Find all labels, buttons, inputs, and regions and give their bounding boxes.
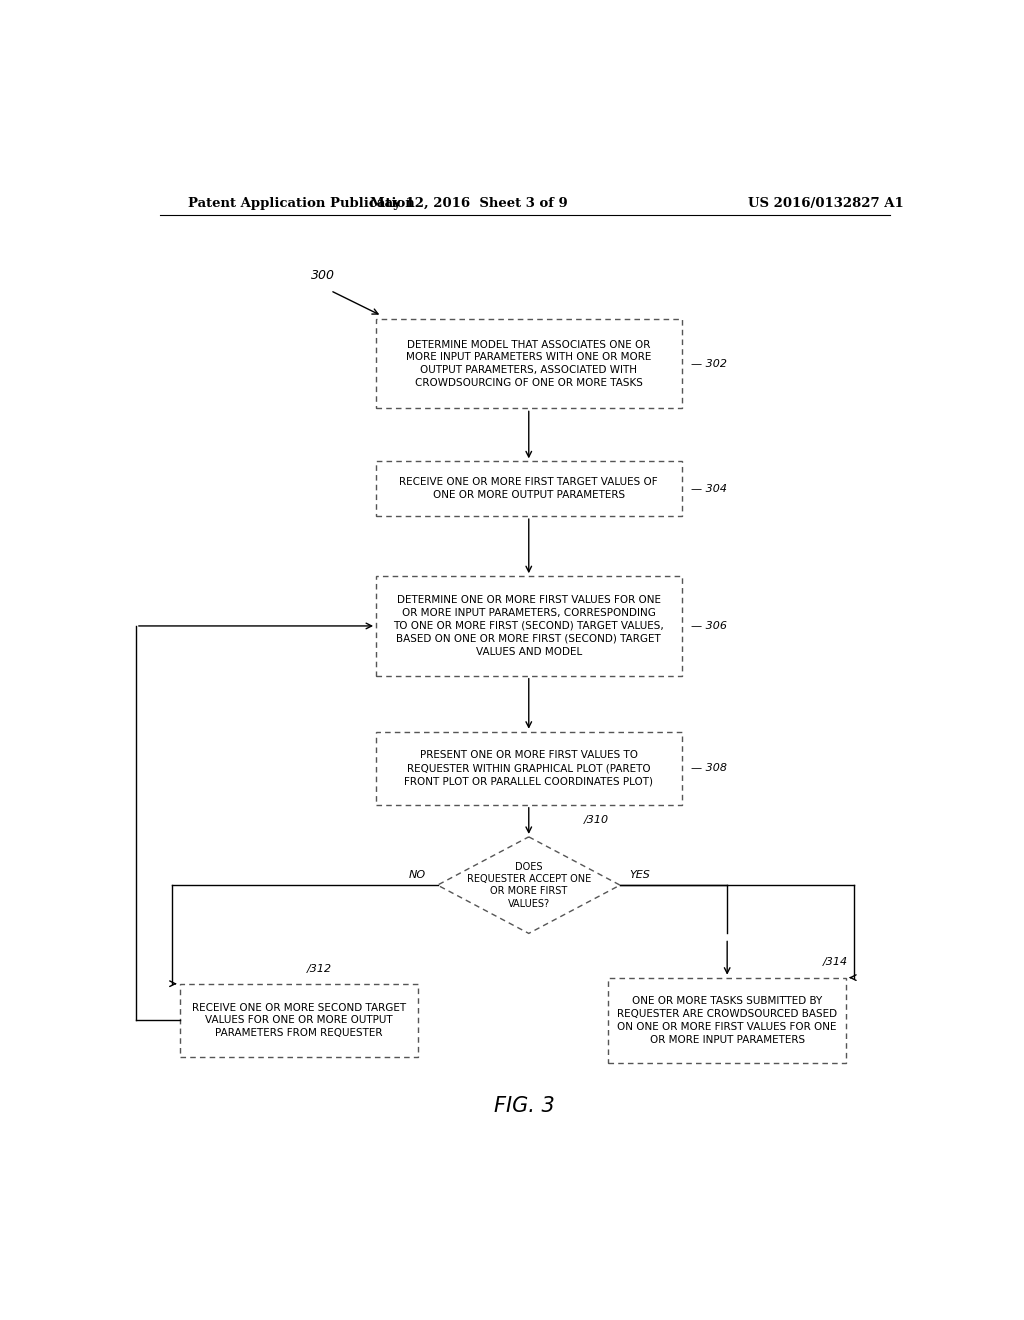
Text: DETERMINE ONE OR MORE FIRST VALUES FOR ONE
OR MORE INPUT PARAMETERS, CORRESPONDI: DETERMINE ONE OR MORE FIRST VALUES FOR O…	[393, 595, 665, 656]
FancyBboxPatch shape	[376, 731, 682, 805]
FancyBboxPatch shape	[179, 983, 418, 1057]
Text: — 302: — 302	[691, 359, 727, 368]
Text: NO: NO	[409, 870, 426, 880]
Text: /310: /310	[584, 814, 608, 825]
Text: YES: YES	[630, 870, 650, 880]
Text: — 306: — 306	[691, 620, 727, 631]
Text: ONE OR MORE TASKS SUBMITTED BY
REQUESTER ARE CROWDSOURCED BASED
ON ONE OR MORE F: ONE OR MORE TASKS SUBMITTED BY REQUESTER…	[617, 997, 838, 1044]
Text: DETERMINE MODEL THAT ASSOCIATES ONE OR
MORE INPUT PARAMETERS WITH ONE OR MORE
OU: DETERMINE MODEL THAT ASSOCIATES ONE OR M…	[407, 339, 651, 388]
Text: — 304: — 304	[691, 483, 727, 494]
FancyBboxPatch shape	[376, 319, 682, 408]
Text: May 12, 2016  Sheet 3 of 9: May 12, 2016 Sheet 3 of 9	[371, 197, 568, 210]
Text: /314: /314	[822, 957, 848, 968]
FancyBboxPatch shape	[608, 978, 846, 1063]
Text: 300: 300	[310, 269, 335, 282]
Text: — 308: — 308	[691, 763, 727, 774]
FancyBboxPatch shape	[376, 576, 682, 676]
Text: /312: /312	[306, 964, 332, 974]
Text: Patent Application Publication: Patent Application Publication	[187, 197, 415, 210]
FancyBboxPatch shape	[376, 461, 682, 516]
Text: RECEIVE ONE OR MORE SECOND TARGET
VALUES FOR ONE OR MORE OUTPUT
PARAMETERS FROM : RECEIVE ONE OR MORE SECOND TARGET VALUES…	[191, 1002, 406, 1038]
Text: DOES
REQUESTER ACCEPT ONE
OR MORE FIRST
VALUES?: DOES REQUESTER ACCEPT ONE OR MORE FIRST …	[467, 862, 591, 908]
Text: US 2016/0132827 A1: US 2016/0132827 A1	[749, 197, 904, 210]
Text: FIG. 3: FIG. 3	[495, 1096, 555, 1115]
Polygon shape	[437, 837, 620, 933]
Text: PRESENT ONE OR MORE FIRST VALUES TO
REQUESTER WITHIN GRAPHICAL PLOT (PARETO
FRON: PRESENT ONE OR MORE FIRST VALUES TO REQU…	[404, 751, 653, 785]
Text: RECEIVE ONE OR MORE FIRST TARGET VALUES OF
ONE OR MORE OUTPUT PARAMETERS: RECEIVE ONE OR MORE FIRST TARGET VALUES …	[399, 478, 658, 500]
